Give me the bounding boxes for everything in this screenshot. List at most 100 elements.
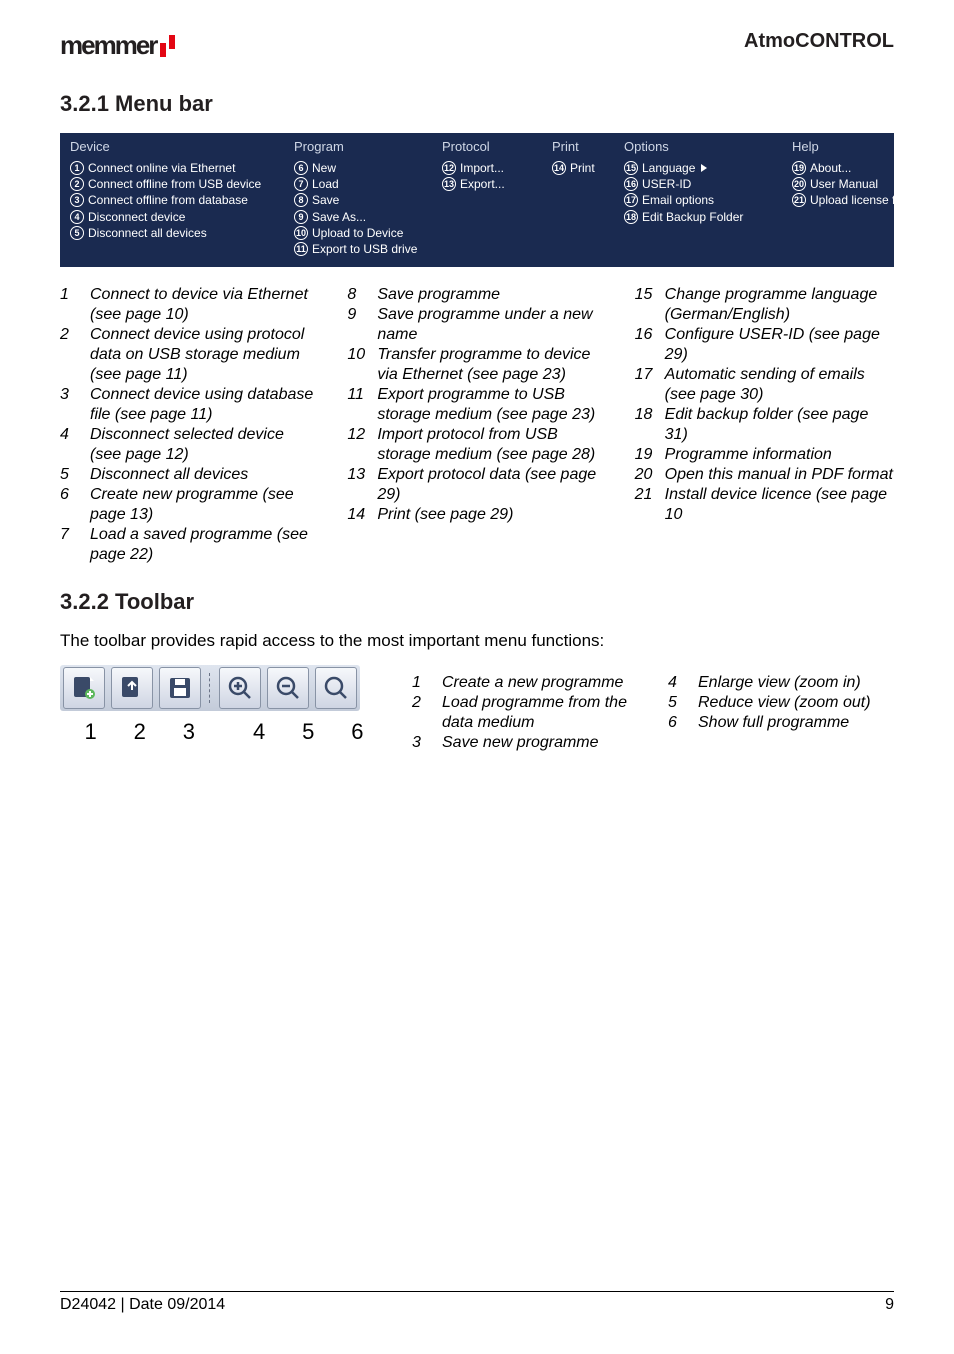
menu-header[interactable]: Protocol bbox=[442, 139, 544, 154]
legend-number-icon: 11 bbox=[294, 242, 308, 256]
menu-header[interactable]: Program bbox=[294, 139, 434, 154]
legend-text: Save programme bbox=[377, 285, 606, 305]
menu-item[interactable]: 17Email options bbox=[624, 192, 784, 208]
menu-item[interactable]: 9Save As... bbox=[294, 209, 434, 225]
legend-number: 2 bbox=[412, 693, 432, 733]
legend-row: 17Automatic sending of emails (see page … bbox=[635, 365, 894, 405]
legend-number: 17 bbox=[635, 365, 655, 405]
legend-row: 13Export protocol data (see page 29) bbox=[347, 465, 606, 505]
menu-item[interactable]: 16USER-ID bbox=[624, 176, 784, 192]
menu-item-label: New bbox=[312, 160, 336, 176]
menu-item-label: Edit Backup Folder bbox=[642, 209, 743, 225]
legend-text: Edit backup folder (see page 31) bbox=[665, 405, 894, 445]
legend-number-icon: 12 bbox=[442, 161, 456, 175]
menu-item[interactable]: 6 New bbox=[294, 160, 434, 176]
menu-column-options: Options 15Language16USER-ID17Email option… bbox=[624, 139, 784, 257]
legend-number: 21 bbox=[635, 485, 655, 525]
legend-text: Configure USER-ID (see page 29) bbox=[665, 325, 894, 365]
menu-item[interactable]: 1Connect online via Ethernet bbox=[70, 160, 286, 176]
legend-text: Enlarge view (zoom in) bbox=[698, 673, 894, 693]
menu-item[interactable]: 11Export to USB drive bbox=[294, 241, 434, 257]
legend-text: Save programme under a new name bbox=[377, 305, 606, 345]
legend-number: 3 bbox=[412, 733, 432, 753]
legend-text: Export protocol data (see page 29) bbox=[377, 465, 606, 505]
menu-item[interactable]: 18Edit Backup Folder bbox=[624, 209, 784, 225]
menu-item-label: Upload license file to device bbox=[810, 192, 954, 208]
legend-number-icon: 8 bbox=[294, 193, 308, 207]
menu-item[interactable]: 15Language bbox=[624, 160, 784, 176]
toolbar-save-button[interactable] bbox=[159, 667, 201, 709]
legend-number-icon: 3 bbox=[70, 193, 84, 207]
menu-item[interactable]: 12Import... bbox=[442, 160, 544, 176]
toolbar-num-2: 2 bbox=[119, 719, 161, 745]
legend-text: Load a saved programme (see page 22) bbox=[90, 525, 319, 565]
legend-row: 1 Create a new programme bbox=[412, 673, 638, 693]
legend-number-icon: 15 bbox=[624, 161, 638, 175]
menu-item-label: Upload to Device bbox=[312, 225, 403, 241]
menu-item-label: Save bbox=[312, 192, 339, 208]
menu-item[interactable]: 19About... bbox=[792, 160, 884, 176]
menu-header[interactable]: Help bbox=[792, 139, 884, 154]
legend-text: Create a new programme bbox=[442, 673, 638, 693]
menu-item[interactable]: 10Upload to Device bbox=[294, 225, 434, 241]
legend-text: Connect device using protocol data on US… bbox=[90, 325, 319, 385]
menu-header[interactable]: Print bbox=[552, 139, 616, 154]
menu-item[interactable]: 3Connect offline from database bbox=[70, 192, 286, 208]
legend-number-icon: 14 bbox=[552, 161, 566, 175]
toolbar-number-labels: 1 2 3 4 5 6 bbox=[60, 719, 388, 745]
menu-item-label: Connect online via Ethernet bbox=[88, 160, 235, 176]
legend-number: 1 bbox=[412, 673, 432, 693]
menu-item[interactable]: 5Disconnect all devices bbox=[70, 225, 286, 241]
legend-text: Reduce view (zoom out) bbox=[698, 693, 894, 713]
menu-legend: 1Connect to device via Ethernet (see pag… bbox=[60, 285, 894, 565]
legend-row: 6Create new programme (see page 13) bbox=[60, 485, 319, 525]
legend-text: Connect to device via Ethernet (see page… bbox=[90, 285, 319, 325]
menu-item[interactable]: 7Load bbox=[294, 176, 434, 192]
legend-text: Export programme to USB storage medium (… bbox=[377, 385, 606, 425]
toolbar-fit-button[interactable] bbox=[315, 667, 357, 709]
legend-text: Load programme from the data medium bbox=[442, 693, 638, 733]
menu-header[interactable]: Device bbox=[70, 139, 286, 154]
legend-number: 3 bbox=[60, 385, 80, 425]
menu-item-label: Email options bbox=[642, 192, 714, 208]
legend-number-icon: 19 bbox=[792, 161, 806, 175]
legend-number: 7 bbox=[60, 525, 80, 565]
submenu-arrow-icon bbox=[701, 164, 707, 172]
logo-text: memmer bbox=[60, 30, 156, 61]
legend-row: 5Disconnect all devices bbox=[60, 465, 319, 485]
menu-column-program: Program 6 New7Load8 Save9Save As...10Upload… bbox=[294, 139, 434, 257]
legend-number-icon: 5 bbox=[70, 226, 84, 240]
legend-number: 10 bbox=[347, 345, 367, 385]
legend-number-icon: 7 bbox=[294, 177, 308, 191]
menu-item[interactable]: 8 Save bbox=[294, 192, 434, 208]
legend-number: 5 bbox=[668, 693, 688, 713]
legend-number-icon: 6 bbox=[294, 161, 308, 175]
legend-number: 4 bbox=[60, 425, 80, 465]
menu-item-label: Export... bbox=[460, 176, 505, 192]
legend-row: 5 Reduce view (zoom out) bbox=[668, 693, 894, 713]
toolbar-zoom-out-button[interactable] bbox=[267, 667, 309, 709]
legend-text: Print (see page 29) bbox=[377, 505, 606, 525]
menu-item[interactable]: 20User Manual bbox=[792, 176, 884, 192]
menu-item-label: USER-ID bbox=[642, 176, 691, 192]
menu-item[interactable]: 2Connect offline from USB device bbox=[70, 176, 286, 192]
menu-item[interactable]: 13Export... bbox=[442, 176, 544, 192]
legend-row: 21Install device licence (see page 10 bbox=[635, 485, 894, 525]
toolbar-num-5: 5 bbox=[287, 719, 329, 745]
menu-item[interactable]: 14Print bbox=[552, 160, 616, 176]
toolbar-new-button[interactable] bbox=[63, 667, 105, 709]
legend-row: 6Show full programme bbox=[668, 713, 894, 733]
menu-item-label: User Manual bbox=[810, 176, 878, 192]
legend-number: 11 bbox=[347, 385, 367, 425]
toolbar-load-button[interactable] bbox=[111, 667, 153, 709]
legend-number-icon: 9 bbox=[294, 210, 308, 224]
menu-item[interactable]: 4Disconnect device bbox=[70, 209, 286, 225]
legend-row: 11Export programme to USB storage medium… bbox=[347, 385, 606, 425]
toolbar-zoom-in-button[interactable] bbox=[219, 667, 261, 709]
legend-number: 4 bbox=[668, 673, 688, 693]
menu-header[interactable]: Options bbox=[624, 139, 784, 154]
toolbar-figure: 1 2 3 4 5 6 bbox=[60, 665, 388, 745]
legend-number-icon: 21 bbox=[792, 193, 806, 207]
menu-item[interactable]: 21Upload license file to device bbox=[792, 192, 884, 208]
legend-number: 8 bbox=[347, 285, 367, 305]
